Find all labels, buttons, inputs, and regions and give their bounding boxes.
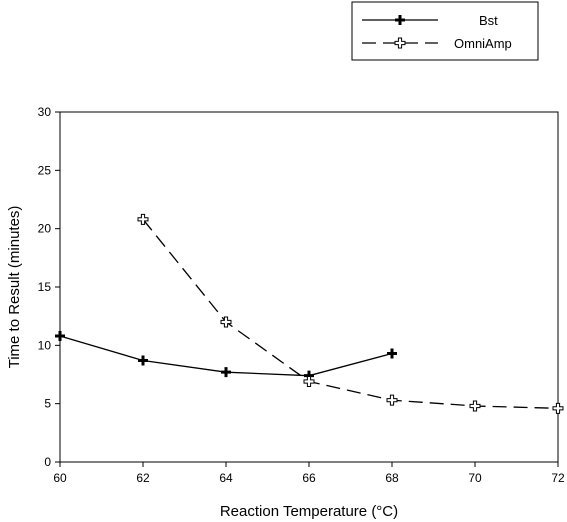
data-point-omniamp	[303, 376, 315, 387]
y-tick-label: 20	[38, 222, 52, 236]
legend: Bst OmniAmp	[351, 1, 539, 61]
data-point-bst	[387, 348, 397, 359]
legend-marker-bst	[395, 15, 405, 25]
legend-box	[351, 1, 539, 61]
data-point-omniamp	[386, 394, 398, 406]
data-point-omniamp	[137, 213, 149, 225]
data-point-omniamp	[220, 316, 232, 328]
axis-ticks	[55, 111, 559, 467]
x-tick-label: 64	[219, 471, 233, 485]
x-tick-label: 68	[385, 471, 399, 485]
legend-marker-symbol-bst	[395, 15, 405, 25]
data-point-bst	[138, 355, 148, 366]
y-tick-label: 10	[38, 338, 52, 352]
y-tick-label: 25	[38, 163, 52, 177]
series-layer	[55, 213, 564, 414]
y-tick-label: 0	[44, 455, 51, 469]
series-line-omniamp	[142, 218, 559, 409]
x-tick-label: 66	[302, 471, 316, 485]
y-axis-title: Time to Result (minutes)	[6, 206, 23, 369]
tick-labels: 60 62 64 66 68 70 72 0 5 10 15 20 25 30	[38, 105, 565, 485]
series-omniamp	[137, 213, 564, 414]
data-point-bst	[221, 367, 231, 378]
x-tick-label: 70	[468, 471, 482, 485]
series-bst	[55, 331, 397, 381]
x-tick-label: 60	[53, 471, 67, 485]
x-tick-label: 62	[136, 471, 150, 485]
data-point-bst	[55, 331, 65, 341]
y-tick-label: 5	[44, 397, 51, 411]
legend-marker-symbol-omniamp	[394, 37, 406, 49]
y-tick-label: 30	[38, 105, 52, 119]
y-tick-label: 15	[38, 280, 52, 294]
plot-area	[59, 111, 559, 463]
legend-label-bst: Bst	[479, 13, 498, 28]
x-axis-title: Reaction Temperature (°C)	[220, 503, 398, 520]
x-tick-label: 72	[551, 471, 565, 485]
data-point-omniamp	[469, 400, 481, 412]
legend-marker-omniamp	[394, 37, 406, 49]
legend-label-omniamp: OmniAmp	[454, 36, 512, 51]
data-point-bst	[304, 370, 314, 381]
data-point-omniamp	[552, 402, 564, 414]
